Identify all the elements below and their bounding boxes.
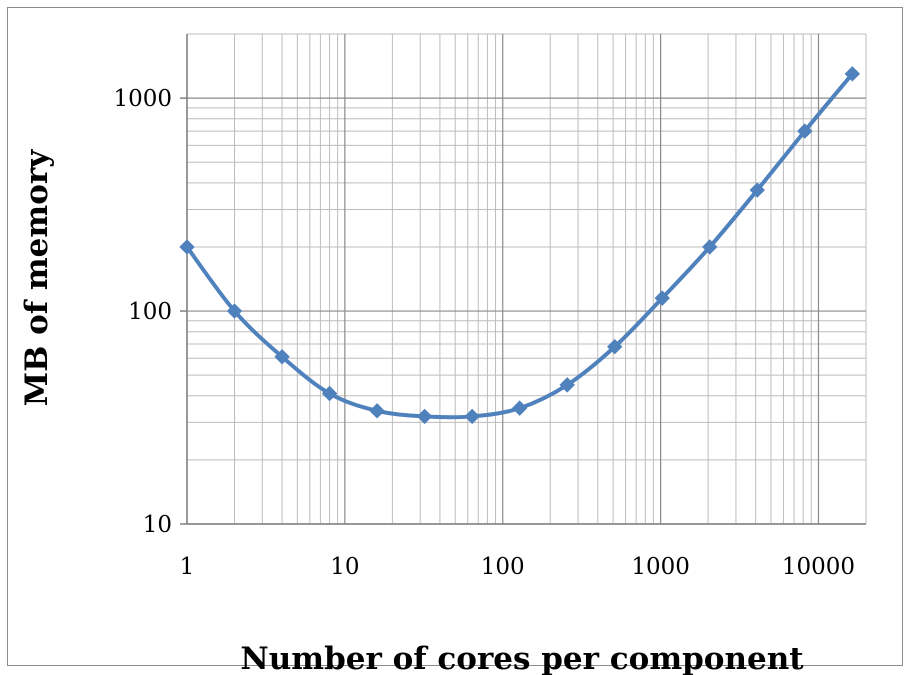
data-point-marker: [274, 349, 290, 365]
series-markers: [179, 66, 861, 425]
series-line: [185, 72, 854, 420]
data-point-marker: [702, 239, 718, 255]
x-tick-label: 10000: [782, 554, 855, 580]
data-point-marker: [321, 385, 338, 402]
tick-labels: 1 10 100 1000 10000 10 100 1000: [113, 86, 855, 580]
y-tick-label: 100: [128, 299, 172, 325]
data-point-marker: [179, 239, 195, 255]
data-point-marker: [797, 123, 813, 139]
y-tick-label: 1000: [113, 86, 172, 112]
data-point-marker: [511, 400, 528, 416]
x-tick-label: 10: [330, 554, 359, 580]
x-tick-label: 1000: [631, 554, 690, 580]
data-point-marker: [749, 182, 765, 198]
data-point-marker: [226, 303, 243, 319]
y-tick-label: 10: [143, 512, 172, 538]
data-point-marker: [464, 408, 480, 425]
data-point-marker: [654, 290, 670, 306]
minor-gridlines: [187, 33, 867, 524]
data-point-marker: [844, 66, 861, 82]
x-tick-label: 100: [481, 554, 525, 580]
x-axis-title: Number of cores per component: [240, 641, 804, 675]
y-axis-title: MB of memory: [19, 149, 55, 406]
series-line-group: [185, 72, 854, 420]
data-point-marker: [607, 339, 623, 355]
data-point-marker: [559, 377, 575, 393]
data-point-marker: [416, 408, 433, 425]
axes: [180, 34, 866, 525]
x-tick-label: 1: [180, 554, 195, 580]
data-point-marker: [369, 403, 385, 419]
